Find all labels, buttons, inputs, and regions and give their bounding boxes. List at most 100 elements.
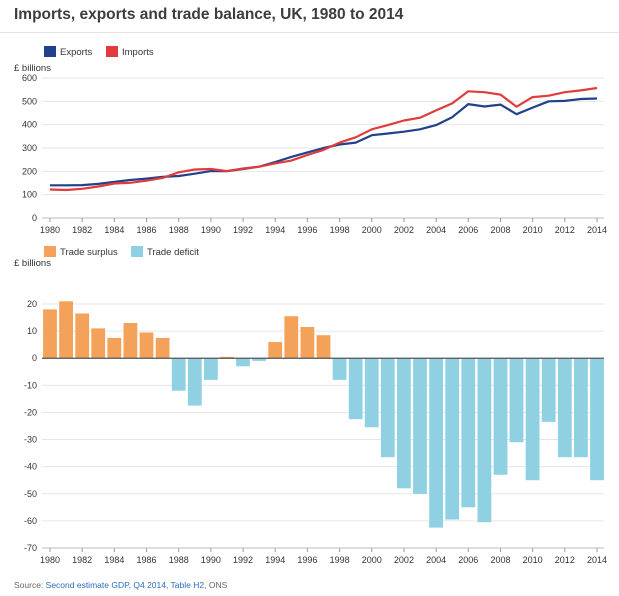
bar-x-tick-label: 1996: [297, 555, 317, 565]
legend-swatch-trade-deficit: [131, 246, 143, 257]
legend-label-imports: Imports: [122, 47, 154, 58]
line-y-tick-label: 400: [22, 120, 37, 130]
legend-label-trade-deficit: Trade deficit: [147, 247, 199, 258]
line-x-tick-label: 1992: [233, 225, 253, 235]
bar-surplus: [268, 342, 283, 359]
line-x-tick-label: 2002: [394, 225, 414, 235]
title-divider: [0, 32, 619, 33]
source-prefix: Source:: [14, 580, 46, 590]
bar-y-tick-label: -40: [24, 462, 37, 472]
bar-x-tick-label: 2010: [523, 555, 543, 565]
bar-deficit: [445, 358, 460, 520]
line-x-tick-label: 2014: [587, 225, 607, 235]
line-x-tick-label: 2004: [426, 225, 446, 235]
bar-x-tick-label: 2012: [555, 555, 575, 565]
bar-surplus: [91, 328, 106, 359]
bar-x-tick-label: 1980: [40, 555, 60, 565]
source-link[interactable]: Second estimate GDP, Q4 2014, Table H2: [45, 580, 205, 590]
bar-y-tick-label: 10: [27, 326, 37, 336]
bar-x-tick-label: 2004: [426, 555, 446, 565]
bar-surplus: [284, 316, 299, 359]
bar-deficit: [541, 358, 556, 422]
bar-y-tick-label: -60: [24, 516, 37, 526]
bar-x-tick-label: 2014: [587, 555, 607, 565]
bar-deficit: [204, 358, 218, 380]
bar-deficit: [429, 358, 443, 528]
bar-x-tick-label: 1982: [72, 555, 92, 565]
series-line-imports: [49, 86, 598, 192]
bar-y-tick-label: 20: [27, 299, 37, 309]
bar-y-tick-label: -30: [24, 435, 37, 445]
line-y-tick-label: 0: [32, 213, 37, 223]
line-x-tick-label: 1998: [330, 225, 350, 235]
bar-deficit: [187, 358, 202, 406]
bar-surplus: [107, 337, 122, 359]
bar-deficit: [461, 358, 476, 508]
bar-y-tick-label: -50: [24, 489, 37, 499]
bar-x-tick-label: 2008: [490, 555, 510, 565]
line-x-tick-label: 1982: [72, 225, 92, 235]
source-suffix: , ONS: [204, 580, 228, 590]
bar-y-tick-label: 0: [32, 353, 37, 363]
bar-deficit: [509, 358, 524, 443]
line-y-tick-label: 100: [22, 190, 37, 200]
line-y-tick-label: 200: [22, 166, 37, 176]
bar-surplus: [59, 301, 73, 359]
line-x-tick-label: 1988: [169, 225, 189, 235]
bar-surplus: [43, 309, 57, 359]
bar-deficit: [252, 358, 266, 361]
series-line-exports: [50, 97, 598, 187]
line-x-tick-label: 2010: [523, 225, 543, 235]
line-x-tick-label: 2012: [555, 225, 575, 235]
bar-x-tick-label: 1994: [265, 555, 285, 565]
bar-deficit: [364, 358, 379, 428]
line-x-tick-label: 2006: [458, 225, 478, 235]
bar-x-tick-label: 1998: [330, 555, 350, 565]
legend-swatch-trade-surplus: [44, 246, 56, 257]
bar-deficit: [171, 358, 186, 391]
bar-surplus: [123, 323, 138, 359]
bar-surplus: [75, 313, 90, 359]
bar-deficit: [574, 358, 588, 458]
bar-deficit: [348, 358, 363, 420]
line-y-axis-label: £ billions: [14, 63, 51, 74]
bar-surplus: [139, 332, 154, 359]
bar-x-tick-label: 2006: [458, 555, 478, 565]
bar-y-axis-label: £ billions: [14, 258, 51, 269]
chart-title: Imports, exports and trade balance, UK, …: [14, 6, 404, 23]
line-x-tick-label: 1986: [137, 225, 157, 235]
line-y-tick-label: 300: [22, 143, 37, 153]
line-x-tick-label: 1980: [40, 225, 60, 235]
legend-swatch-imports: [106, 46, 118, 57]
bar-x-tick-label: 1984: [104, 555, 124, 565]
bar-y-tick-label: -10: [24, 380, 37, 390]
line-x-tick-label: 1996: [297, 225, 317, 235]
bar-x-tick-label: 1990: [201, 555, 221, 565]
bar-surplus: [300, 327, 315, 359]
line-x-tick-label: 1990: [201, 225, 221, 235]
bar-deficit: [525, 358, 540, 481]
bar-x-tick-label: 1988: [169, 555, 189, 565]
legend-label-exports: Exports: [60, 47, 92, 58]
line-y-tick-label: 600: [22, 73, 37, 83]
bar-deficit: [236, 358, 250, 367]
bar-x-tick-label: 2002: [394, 555, 414, 565]
line-x-tick-label: 1984: [104, 225, 124, 235]
line-x-tick-label: 2000: [362, 225, 382, 235]
bar-deficit: [413, 358, 427, 494]
bar-deficit: [332, 358, 347, 380]
line-x-tick-label: 2008: [490, 225, 510, 235]
legend-label-trade-surplus: Trade surplus: [60, 247, 118, 258]
source-note: Source: Second estimate GDP, Q4 2014, Ta…: [14, 580, 227, 590]
bar-x-tick-label: 1992: [233, 555, 253, 565]
bar-x-tick-label: 1986: [137, 555, 157, 565]
bar-y-tick-label: -70: [24, 543, 37, 553]
bar-deficit: [493, 358, 508, 475]
bar-deficit: [397, 358, 411, 489]
line-x-tick-label: 1994: [265, 225, 285, 235]
legend-swatch-exports: [44, 46, 56, 57]
bar-deficit: [380, 358, 395, 458]
bar-deficit: [557, 358, 572, 458]
bar-deficit: [590, 358, 604, 481]
